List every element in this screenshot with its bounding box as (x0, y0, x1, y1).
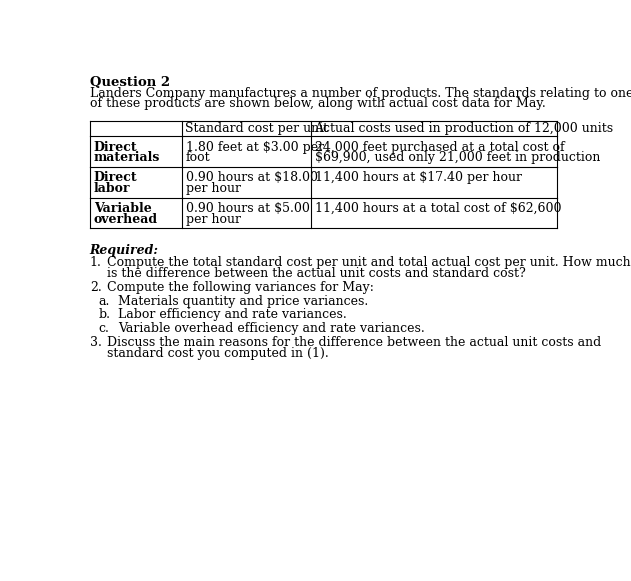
Text: 0.90 hours at $18.00: 0.90 hours at $18.00 (186, 171, 318, 184)
Text: per hour: per hour (186, 213, 241, 226)
Text: 1.: 1. (90, 256, 102, 269)
Text: Compute the following variances for May:: Compute the following variances for May: (107, 281, 374, 294)
Text: per hour: per hour (186, 182, 241, 195)
Text: Discuss the main reasons for the difference between the actual unit costs and: Discuss the main reasons for the differe… (107, 336, 601, 349)
Text: standard cost you computed in (1).: standard cost you computed in (1). (107, 347, 329, 360)
Text: labor: labor (93, 182, 130, 195)
Text: materials: materials (93, 151, 160, 164)
Text: Question 2: Question 2 (90, 76, 170, 89)
Text: foot: foot (186, 151, 211, 164)
Text: 1.80 feet at $3.00 per: 1.80 feet at $3.00 per (186, 141, 324, 153)
Text: c.: c. (98, 322, 109, 335)
Text: 24,000 feet purchased at a total cost of: 24,000 feet purchased at a total cost of (316, 141, 565, 153)
Text: Direct: Direct (93, 171, 137, 184)
Text: Variable overhead efficiency and rate variances.: Variable overhead efficiency and rate va… (117, 322, 425, 335)
Text: Actual costs used in production of 12,000 units: Actual costs used in production of 12,00… (314, 122, 613, 135)
Text: 3.: 3. (90, 336, 102, 349)
Text: $69,900, used only 21,000 feet in production: $69,900, used only 21,000 feet in produc… (316, 151, 601, 164)
Text: Labor efficiency and rate variances.: Labor efficiency and rate variances. (117, 309, 346, 321)
Text: Standard cost per unit: Standard cost per unit (185, 122, 328, 135)
Text: Landers Company manufactures a number of products. The standards relating to one: Landers Company manufactures a number of… (90, 87, 631, 100)
Text: 2.: 2. (90, 281, 102, 294)
Text: is the difference between the actual unit costs and standard cost?: is the difference between the actual uni… (107, 267, 526, 280)
Text: of these products are shown below, along with actual cost data for May.: of these products are shown below, along… (90, 98, 545, 110)
Text: Variable: Variable (93, 202, 151, 215)
Text: Required:: Required: (90, 244, 159, 257)
Text: a.: a. (98, 295, 110, 307)
Text: overhead: overhead (93, 213, 158, 226)
Text: Direct: Direct (93, 141, 137, 153)
Text: Compute the total standard cost per unit and total actual cost per unit. How muc: Compute the total standard cost per unit… (107, 256, 630, 269)
Text: b.: b. (98, 309, 110, 321)
Text: 0.90 hours at $5.00: 0.90 hours at $5.00 (186, 202, 310, 215)
Text: 11,400 hours at a total cost of $62,600: 11,400 hours at a total cost of $62,600 (316, 202, 562, 215)
Text: 11,400 hours at $17.40 per hour: 11,400 hours at $17.40 per hour (316, 171, 522, 184)
Text: Materials quantity and price variances.: Materials quantity and price variances. (117, 295, 368, 307)
